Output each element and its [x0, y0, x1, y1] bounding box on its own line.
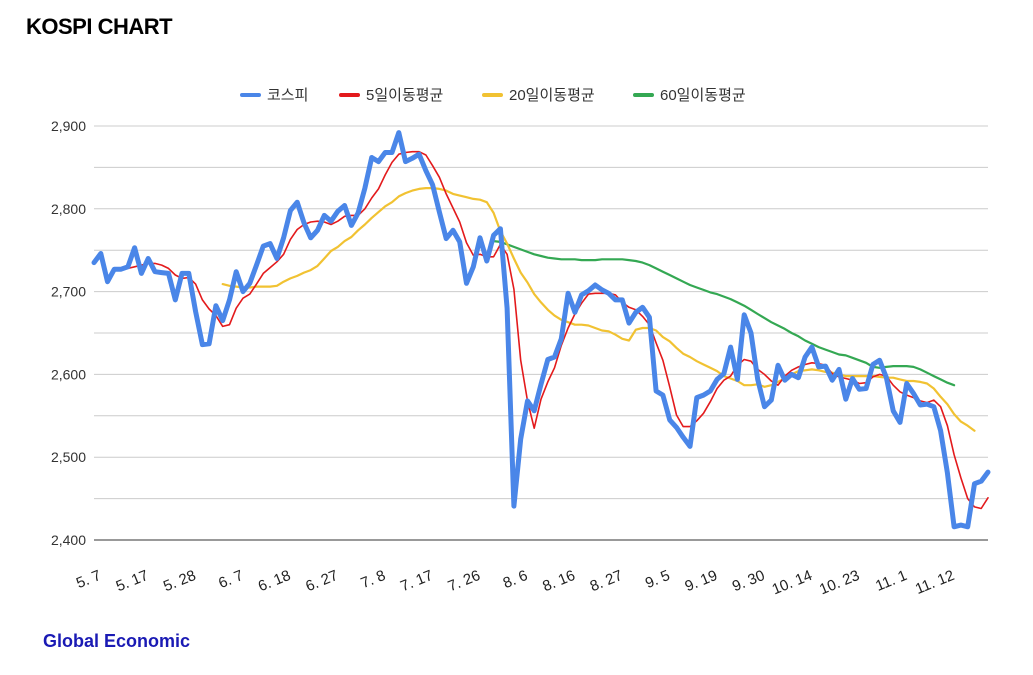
y-tick-label: 2,900: [51, 118, 86, 134]
x-tick-label: 9. 30: [730, 567, 767, 595]
x-tick-label: 5. 7: [74, 567, 104, 592]
x-axis-ticks: 5. 7 5. 17 5. 28 6. 7 6. 18 6. 27 7. 8 7. 17 7. …: [74, 567, 957, 598]
y-tick-label: 2,700: [51, 284, 86, 300]
gridlines: [94, 125, 988, 541]
x-tick-label: 11. 1: [873, 567, 909, 595]
x-tick-label: 6. 18: [256, 567, 293, 595]
x-tick-label: 6. 27: [303, 567, 340, 595]
legend-label: 코스피: [267, 87, 308, 104]
x-tick-label: 8. 16: [540, 567, 577, 595]
series-line-0: [91, 130, 991, 530]
x-tick-label: 11. 12: [913, 567, 957, 598]
series-lines: [91, 130, 991, 530]
x-tick-label: 9. 5: [643, 567, 673, 592]
y-tick-label: 2,500: [51, 449, 86, 465]
x-tick-label: 5. 17: [114, 567, 151, 595]
series-line-1: [120, 150, 989, 510]
legend-label: 20일이동평균: [509, 87, 595, 104]
x-tick-label: 8. 6: [501, 567, 531, 592]
x-tick-label: 7. 8: [358, 567, 388, 592]
legend: 코스피 5일이동평균 20일이동평균 60일이동평균: [240, 87, 746, 104]
y-tick-label: 2,400: [51, 532, 86, 548]
x-tick-label: 6. 7: [216, 567, 246, 592]
x-tick-label: 10. 14: [770, 567, 815, 598]
x-tick-label: 7. 17: [398, 567, 435, 595]
series-line-3: [492, 240, 956, 387]
legend-label: 5일이동평균: [366, 87, 444, 104]
x-tick-label: 9. 19: [683, 567, 720, 595]
series-line-2: [221, 187, 976, 432]
source-label: Global Economic: [43, 631, 191, 651]
legend-label: 60일이동평균: [660, 87, 746, 104]
y-tick-label: 2,600: [51, 366, 86, 382]
x-tick-label: 10. 23: [817, 567, 862, 598]
x-tick-label: 8. 27: [588, 567, 625, 595]
x-tick-label: 5. 28: [161, 567, 198, 595]
y-tick-label: 2,800: [51, 201, 86, 217]
x-tick-label: 7. 26: [445, 567, 482, 595]
y-axis-ticks: 2,400 2,500 2,600 2,700 2,800 2,900: [51, 118, 86, 548]
chart-title: KOSPI CHART: [26, 14, 173, 39]
